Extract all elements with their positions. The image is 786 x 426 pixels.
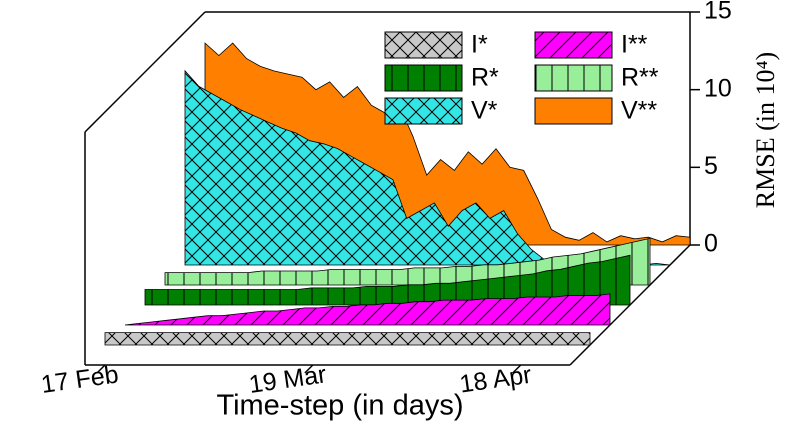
plot-area bbox=[104, 42, 691, 346]
legend-label: V** bbox=[621, 97, 657, 125]
x-tick bbox=[96, 364, 106, 374]
area bbox=[164, 237, 651, 286]
legend-swatch bbox=[534, 31, 613, 59]
legend-swatch bbox=[534, 64, 613, 92]
y-tick-label: 15 bbox=[704, 0, 732, 25]
legend-swatch bbox=[384, 31, 463, 59]
legend-label: V* bbox=[471, 97, 498, 125]
area bbox=[144, 254, 631, 306]
x-tick bbox=[304, 364, 314, 374]
y-tick-label: 5 bbox=[704, 152, 718, 180]
legend: I* I** R* R** V* V** bbox=[384, 31, 659, 125]
x-axis-title: Time-step (in days) bbox=[216, 390, 463, 422]
legend-label: I** bbox=[621, 31, 648, 59]
x-tick-label: 17 Feb bbox=[39, 360, 120, 399]
x-tick bbox=[512, 364, 522, 374]
legend-label: I* bbox=[471, 31, 488, 59]
y-axis-title: RMSE (in 10⁴) bbox=[751, 52, 780, 208]
area bbox=[104, 332, 591, 346]
area bbox=[124, 293, 611, 326]
x-tick-label: 18 Apr bbox=[458, 361, 533, 399]
legend-label: R* bbox=[471, 64, 499, 92]
wall-top-edge bbox=[84, 11, 206, 133]
legend-label: R** bbox=[621, 64, 659, 92]
legend-swatch bbox=[534, 97, 613, 125]
legend-swatch bbox=[384, 97, 463, 125]
y-tick-label: 0 bbox=[704, 230, 718, 258]
legend-swatch bbox=[384, 64, 463, 92]
y-tick-label: 10 bbox=[704, 74, 732, 102]
